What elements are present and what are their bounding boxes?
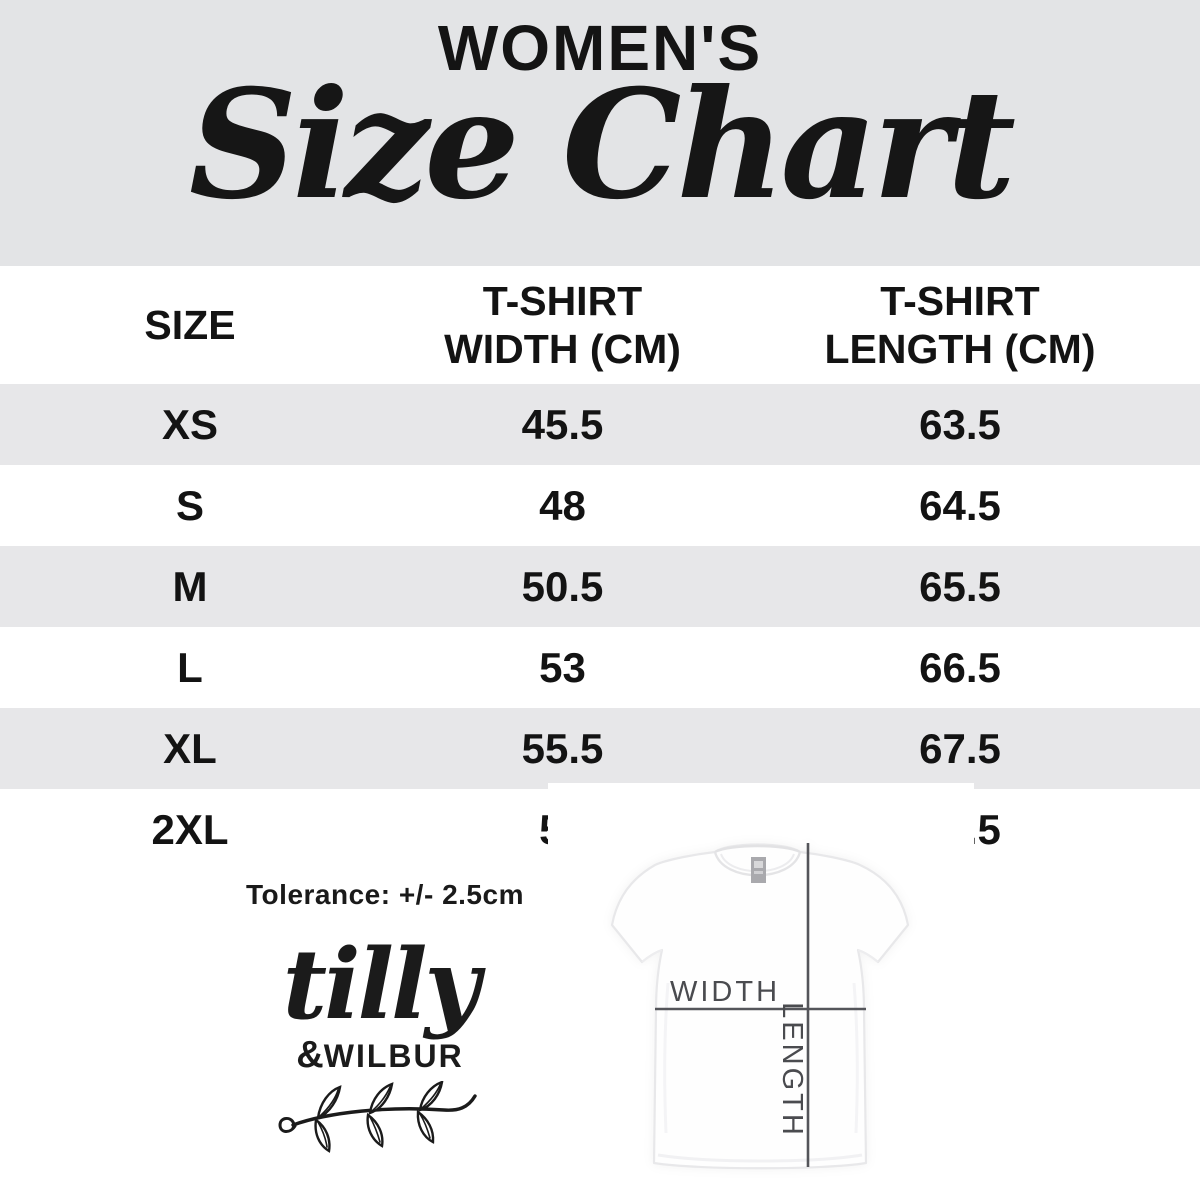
size-cell: L — [177, 643, 203, 691]
table-row: L 53 66.5 — [0, 627, 1200, 708]
tolerance-note: Tolerance: +/- 2.5cm — [246, 879, 524, 910]
measurement-lines — [655, 843, 866, 1167]
ampersand: & — [296, 1033, 324, 1076]
width-cell: 45.5 — [521, 400, 604, 448]
size-cell: XS — [161, 400, 219, 448]
size-cell: 2XL — [151, 805, 229, 853]
column-header-length-line2: LENGTH (CM) — [824, 326, 1096, 372]
length-cell: 63.5 — [919, 400, 1001, 448]
width-cell: 55.5 — [521, 724, 604, 772]
brand-name-script: tilly — [282, 928, 481, 1041]
width-cell: 53 — [539, 643, 586, 691]
column-header-length: T-SHIRT LENGTH (CM) — [745, 277, 1175, 374]
width-cell: 50.5 — [521, 562, 604, 610]
table-row: S 48 64.5 — [0, 465, 1200, 546]
header-banner: WOMEN'S Size Chart — [0, 0, 1200, 266]
column-header-width-line2: WIDTH (CM) — [444, 326, 681, 372]
table-row: XL 55.5 67.5 — [0, 708, 1200, 789]
length-cell: 64.5 — [919, 481, 1001, 529]
column-header-size: SIZE — [144, 301, 236, 348]
size-cell: XL — [163, 724, 217, 772]
column-header-width-line1: T-SHIRT — [482, 277, 643, 324]
table-header-row: SIZE T-SHIRT WIDTH (CM) T-SHIRT LENGTH (… — [0, 266, 1200, 384]
length-cell: 67.5 — [919, 724, 1001, 772]
table-row: XS 45.5 63.5 — [0, 384, 1200, 465]
width-label: WIDTH — [670, 976, 780, 1008]
length-label: LENGTH — [776, 1002, 808, 1138]
column-header-length-line1: T-SHIRT — [880, 277, 1040, 324]
brand-wilbur: WILBUR — [323, 1037, 464, 1074]
size-cell: S — [175, 481, 204, 529]
table-row: M 50.5 65.5 — [0, 546, 1200, 627]
page-title: Size Chart — [188, 57, 1016, 233]
brand-name-caps: &WILBUR — [265, 1034, 495, 1077]
laurel-branch-icon — [265, 1079, 495, 1158]
length-cell: 66.5 — [919, 643, 1001, 691]
page-kicker: WOMEN'S — [437, 12, 763, 84]
width-cell: 48 — [539, 481, 586, 529]
length-cell: 65.5 — [919, 562, 1001, 610]
neck-label — [751, 857, 766, 883]
tshirt-measurement-figure: WIDTH LENGTH — [548, 783, 974, 1200]
column-header-width: T-SHIRT WIDTH (CM) — [380, 277, 745, 374]
size-cell: M — [172, 562, 208, 610]
tshirt-icon — [610, 843, 910, 1170]
brand-logo: tilly &WILBUR — [265, 928, 495, 1158]
